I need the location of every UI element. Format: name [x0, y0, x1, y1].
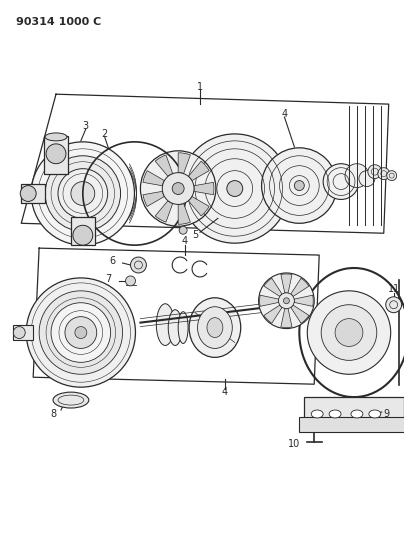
Wedge shape	[155, 155, 173, 176]
Circle shape	[323, 164, 359, 199]
Wedge shape	[188, 197, 209, 216]
Text: 11: 11	[388, 284, 400, 294]
Text: 10: 10	[288, 439, 301, 449]
Circle shape	[368, 165, 382, 179]
Bar	[13, 325, 33, 341]
Circle shape	[130, 257, 146, 273]
Circle shape	[141, 151, 216, 227]
Bar	[299, 417, 405, 432]
Circle shape	[73, 225, 93, 245]
Circle shape	[180, 134, 290, 243]
Circle shape	[262, 148, 337, 223]
Circle shape	[13, 327, 25, 338]
Circle shape	[39, 291, 123, 374]
Circle shape	[359, 171, 375, 187]
Circle shape	[45, 156, 121, 231]
Text: 4: 4	[182, 236, 188, 246]
Ellipse shape	[53, 392, 89, 408]
Ellipse shape	[351, 410, 363, 418]
Ellipse shape	[198, 306, 232, 349]
Wedge shape	[260, 295, 279, 306]
Ellipse shape	[178, 312, 188, 343]
Circle shape	[227, 181, 243, 197]
Circle shape	[71, 182, 95, 205]
Ellipse shape	[45, 133, 67, 141]
Ellipse shape	[156, 304, 174, 345]
Wedge shape	[294, 295, 313, 306]
Circle shape	[378, 168, 390, 180]
Text: 5: 5	[192, 230, 198, 240]
Circle shape	[259, 273, 314, 328]
Text: 2: 2	[102, 129, 108, 139]
Text: 90314 1000 C: 90314 1000 C	[16, 17, 102, 27]
Text: 1: 1	[197, 82, 203, 92]
Text: 9: 9	[384, 409, 390, 419]
Circle shape	[58, 168, 108, 219]
Ellipse shape	[207, 318, 223, 337]
Wedge shape	[188, 161, 209, 181]
Bar	[21, 183, 45, 204]
Circle shape	[345, 164, 369, 188]
Wedge shape	[155, 201, 173, 222]
Wedge shape	[264, 278, 282, 296]
Bar	[304, 397, 404, 422]
Ellipse shape	[329, 410, 341, 418]
Text: 6: 6	[110, 256, 116, 266]
Wedge shape	[291, 305, 309, 323]
Bar	[44, 136, 68, 174]
Circle shape	[321, 305, 377, 360]
Wedge shape	[264, 305, 282, 323]
Wedge shape	[143, 171, 164, 186]
Wedge shape	[178, 153, 190, 174]
Circle shape	[387, 171, 396, 181]
Bar	[71, 217, 95, 245]
Text: 4: 4	[222, 387, 228, 397]
Wedge shape	[281, 309, 292, 328]
Circle shape	[294, 181, 304, 190]
Circle shape	[65, 317, 97, 349]
Circle shape	[307, 291, 391, 374]
Ellipse shape	[369, 410, 381, 418]
Circle shape	[51, 303, 111, 362]
Circle shape	[126, 276, 135, 286]
Circle shape	[31, 142, 134, 245]
Wedge shape	[143, 191, 164, 206]
Ellipse shape	[189, 298, 241, 357]
Wedge shape	[281, 274, 292, 293]
Ellipse shape	[311, 410, 323, 418]
Wedge shape	[178, 204, 190, 224]
Text: 4: 4	[281, 109, 288, 119]
Ellipse shape	[168, 310, 182, 345]
Circle shape	[179, 227, 187, 234]
Text: 3: 3	[83, 121, 89, 131]
Circle shape	[335, 319, 363, 346]
Wedge shape	[194, 182, 214, 195]
Circle shape	[172, 183, 184, 195]
Circle shape	[284, 298, 290, 304]
Text: 7: 7	[106, 274, 112, 284]
Text: 8: 8	[50, 409, 56, 419]
Circle shape	[26, 278, 135, 387]
Circle shape	[75, 327, 87, 338]
Circle shape	[46, 144, 66, 164]
Wedge shape	[291, 278, 309, 296]
Circle shape	[162, 173, 194, 205]
Circle shape	[386, 297, 402, 313]
Circle shape	[20, 185, 36, 201]
Circle shape	[279, 293, 294, 309]
